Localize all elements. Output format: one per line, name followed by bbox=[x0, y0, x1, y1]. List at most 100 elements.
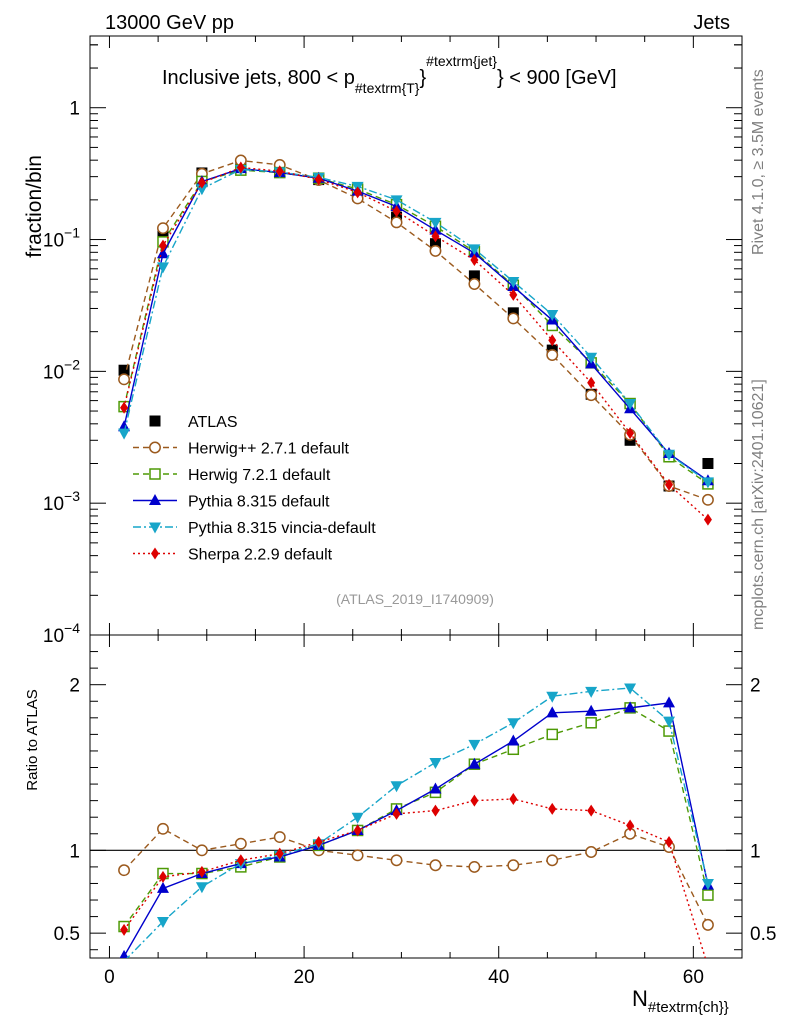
series-point-pythia-8-315-vincia-default bbox=[156, 262, 169, 274]
ratio-point-pythia-8-315-default bbox=[585, 704, 598, 716]
ratio-point-pythia-8-315-vincia-default bbox=[429, 758, 442, 770]
ratio-tick-label-right: 1 bbox=[750, 841, 761, 862]
ratio-point-sherpa-2-2-9-default bbox=[197, 865, 206, 878]
ratio-panel-series bbox=[118, 683, 714, 958]
series-point-sherpa-2-2-9-default bbox=[158, 239, 167, 252]
ratio-point-sherpa-2-2-9-default bbox=[431, 804, 440, 817]
ratio-point-pythia-8-315-vincia-default bbox=[585, 686, 598, 698]
series-point-sherpa-2-2-9-default bbox=[665, 478, 674, 491]
ratio-point-pythia-8-315-vincia-default bbox=[507, 718, 520, 730]
y-tick-label-base: 10 bbox=[43, 231, 64, 252]
ratio-point-pythia-8-315-vincia-default bbox=[351, 812, 364, 824]
series-point-sherpa-2-2-9-default bbox=[470, 253, 479, 266]
series-point-sherpa-2-2-9-default bbox=[587, 376, 596, 389]
ratio-point-herwig-2-7-1-default bbox=[195, 844, 208, 857]
series-point-herwig-2-7-1-default bbox=[118, 373, 131, 386]
series-line-pythia-8-315-vincia-default bbox=[123, 168, 709, 483]
rivet-label: Rivet 4.1.0, ≥ 3.5M events bbox=[750, 69, 767, 255]
ratio-point-pythia-8-315-vincia-default bbox=[156, 917, 169, 929]
series-point-herwig-2-7-1-default bbox=[157, 222, 169, 235]
ratio-point-pythia-8-315-vincia-default bbox=[195, 882, 208, 894]
title-suffix: } < 900 [GeV] bbox=[497, 67, 617, 89]
series-point-pythia-8-315-vincia-default bbox=[663, 449, 676, 461]
mcplots-label: mcplots.cern.ch [arXiv:2401.10621] bbox=[750, 379, 767, 630]
series-point-sherpa-2-2-9-default bbox=[275, 165, 284, 178]
ratio-point-herwig-2-7-1-default bbox=[468, 860, 481, 873]
series-point-sherpa-2-2-9-default bbox=[120, 401, 129, 414]
legend-label: Herwig 7.2.1 default bbox=[188, 467, 331, 484]
ratio-point-pythia-8-315-vincia-default bbox=[546, 691, 559, 703]
main-panel-series bbox=[118, 154, 714, 526]
series-point-herwig-2-7-1-default bbox=[390, 216, 403, 229]
ratio-point-pythia-8-315-vincia-default bbox=[468, 739, 481, 751]
legend-label: Pythia 8.315 vincia-default bbox=[188, 520, 376, 537]
series-point-sherpa-2-2-9-default bbox=[431, 230, 440, 243]
ratio-tick-label-right: 2 bbox=[750, 676, 761, 697]
series-point-sherpa-2-2-9-default bbox=[236, 161, 245, 174]
ratio-point-herwig-2-7-1-default bbox=[234, 837, 247, 850]
ratio-point-herwig-7-2-1-default bbox=[546, 728, 558, 741]
ratio-point-herwig-2-7-1-default bbox=[507, 859, 520, 872]
legend: ATLAS Herwig++ 2.7.1 default Herwig 7.2.1 … bbox=[133, 414, 376, 564]
ratio-point-sherpa-2-2-9-default bbox=[120, 923, 129, 936]
ratio-point-herwig-2-7-1-default bbox=[273, 831, 286, 844]
analysis-id: (ATLAS_2019_I1740909) bbox=[336, 591, 494, 607]
series-line-sherpa-2-2-9-default bbox=[123, 166, 709, 521]
series-point-sherpa-2-2-9-default bbox=[353, 186, 362, 199]
x-axis-label-main: N bbox=[632, 986, 648, 1011]
series-point-pythia-8-315-default bbox=[429, 223, 442, 235]
title-superscript: #textrm{jet} bbox=[426, 53, 497, 69]
legend-marker bbox=[149, 522, 161, 534]
ratio-point-pythia-8-315-vincia-default bbox=[701, 878, 714, 890]
ratio-tick-label: 1 bbox=[69, 841, 80, 862]
ratio-point-herwig-2-7-1-default bbox=[585, 846, 598, 858]
series-point-pythia-8-315-vincia-default bbox=[118, 428, 131, 440]
series-point-pythia-8-315-vincia-default bbox=[624, 399, 637, 411]
y-tick-label-base: 10 bbox=[43, 494, 64, 515]
energy-label: 13000 GeV pp bbox=[105, 12, 234, 34]
series-point-sherpa-2-2-9-default bbox=[703, 513, 712, 526]
ratio-point-pythia-8-315-default bbox=[119, 949, 129, 958]
ratio-point-pythia-8-315-default bbox=[468, 757, 481, 769]
series-point-herwig-2-7-1-default bbox=[701, 493, 714, 506]
ratio-line-herwig-7-2-1-default bbox=[123, 707, 709, 927]
ratio-point-herwig-2-7-1-default bbox=[118, 864, 131, 877]
series-point-pythia-8-315-vincia-default bbox=[468, 244, 481, 256]
series-point-sherpa-2-2-9-default bbox=[626, 427, 635, 440]
data-point-atlas bbox=[468, 270, 480, 282]
ratio-point-pythia-8-315-vincia-default bbox=[663, 716, 676, 728]
series-point-pythia-8-315-vincia-default bbox=[507, 277, 520, 289]
category-label: Jets bbox=[693, 12, 730, 34]
ratio-point-herwig-2-7-1-default bbox=[351, 849, 364, 862]
legend-marker bbox=[149, 468, 161, 480]
ratio-point-herwig-2-7-1-default bbox=[546, 854, 559, 867]
title-close-brace: } bbox=[419, 67, 426, 89]
ratio-point-herwig-2-7-1-default bbox=[429, 859, 442, 872]
ratio-line-pythia-8-315-vincia-default bbox=[126, 687, 709, 958]
y-tick-label: 10−4 bbox=[43, 620, 80, 647]
title-subscript: #textrm{T} bbox=[355, 80, 420, 96]
y-tick-label-exponent: −1 bbox=[64, 225, 80, 241]
series-point-pythia-8-315-vincia-default bbox=[585, 352, 598, 364]
ratio-point-sherpa-2-2-9-default bbox=[587, 804, 596, 817]
series-point-sherpa-2-2-9-default bbox=[197, 176, 206, 189]
series-curves bbox=[118, 154, 714, 958]
series-point-pythia-8-315-vincia-default bbox=[701, 477, 714, 489]
data-point-atlas bbox=[429, 238, 441, 250]
series-point-sherpa-2-2-9-default bbox=[392, 205, 401, 218]
ratio-point-herwig-7-2-1-default bbox=[702, 889, 714, 901]
ratio-point-herwig-2-7-1-default bbox=[390, 854, 403, 867]
y-axis-label: fraction/bin bbox=[23, 155, 46, 258]
x-tick-label: 40 bbox=[488, 967, 509, 988]
x-axis-label: N#textrm{ch}} bbox=[632, 986, 729, 1016]
legend-marker bbox=[149, 415, 161, 427]
series-point-herwig-2-7-1-default bbox=[468, 278, 481, 290]
series-point-pythia-8-315-vincia-default bbox=[546, 309, 559, 321]
plot-title: Inclusive jets, 800 < p#textrm{T}}#textr… bbox=[162, 53, 617, 96]
ratio-point-pythia-8-315-default bbox=[429, 782, 442, 794]
x-axis-label-subscript: #textrm{ch}} bbox=[648, 999, 729, 1016]
ratio-point-pythia-8-315-default bbox=[663, 696, 676, 708]
ratio-point-pythia-8-315-default bbox=[624, 701, 637, 713]
